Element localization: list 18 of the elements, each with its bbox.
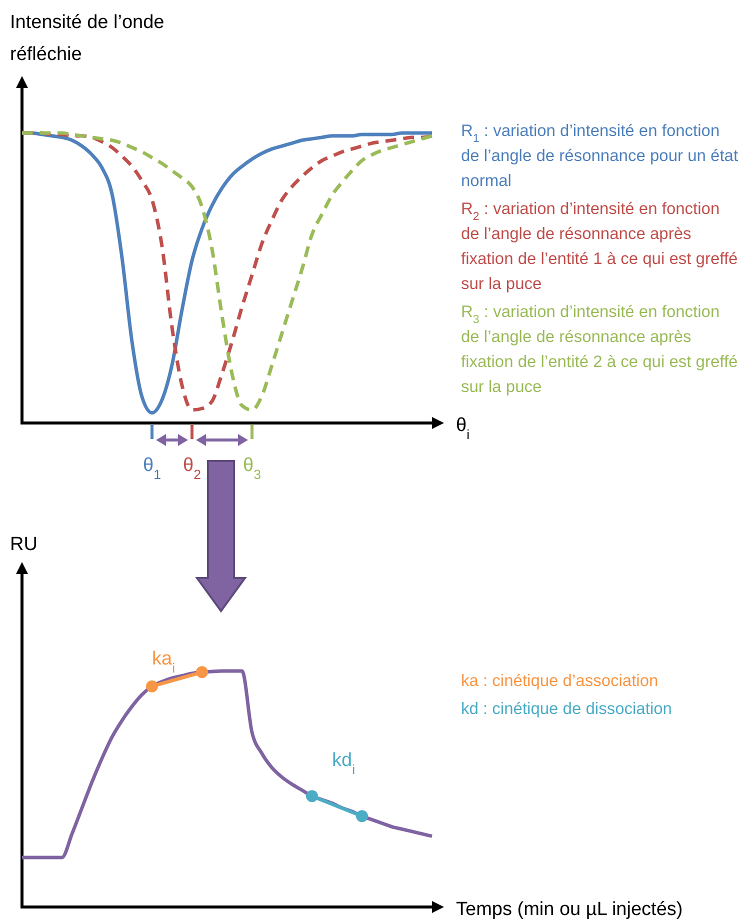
x-axis-title: θ$_{i}$ bbox=[456, 415, 470, 442]
text: θ$_{1}$ bbox=[143, 455, 161, 482]
text: R$_{2}$ : variation d’intensité en fonction de l’angle de résonnance après fixation de l’entité 1 à ce qui est greffé sur la puce bbox=[461, 200, 738, 293]
point bbox=[306, 790, 318, 802]
y-axis-title: RU bbox=[10, 534, 38, 555]
annotation: kd$_{i}$ bbox=[332, 750, 356, 777]
point bbox=[196, 666, 208, 678]
y-axis-title: Intensité de l’onde réfléchie bbox=[10, 12, 164, 65]
text: θ$_{2}$ bbox=[183, 455, 201, 482]
text: ka : cinétique d’association bbox=[461, 672, 658, 690]
point bbox=[146, 680, 158, 692]
point bbox=[356, 810, 368, 822]
series-label: R$_{1}$ : variation d’intensité en fonction de l’angle de résonnance pour un état normal bbox=[461, 122, 738, 190]
annotation: ka$_{i}$ bbox=[152, 648, 176, 675]
text: θ$_{3}$ bbox=[243, 455, 261, 482]
x-axis-title: Temps (min ou µL injectés) bbox=[456, 899, 683, 919]
text: R$_{3}$ : variation d’intensité en fonction de l’angle de résonnance après fixation de l’entité 2 à ce qui est greffé sur la puce bbox=[461, 303, 738, 396]
text: kd : cinétique de dissociation bbox=[461, 700, 672, 718]
